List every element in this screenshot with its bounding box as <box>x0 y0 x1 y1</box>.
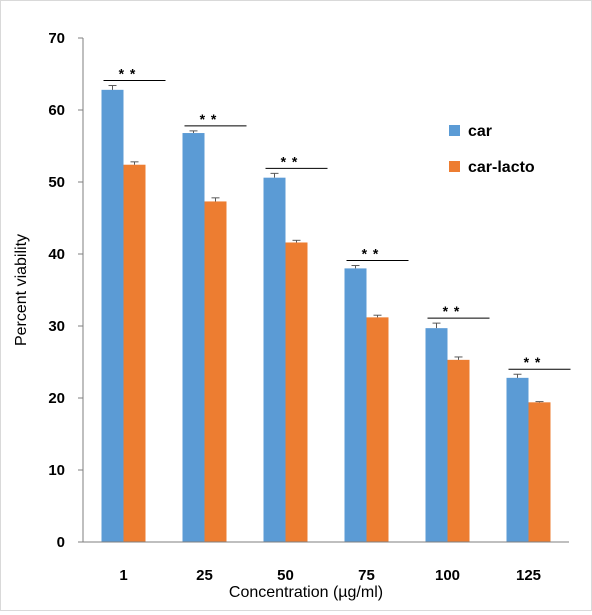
significance-label-25: * * <box>200 111 218 127</box>
bar-car-lacto-75 <box>366 317 389 542</box>
significance-markers: * * * * * * * * * * * * <box>103 66 571 370</box>
axes <box>82 38 569 543</box>
legend: car car-lacto <box>449 123 535 176</box>
legend-swatch-car <box>449 125 460 136</box>
y-tick-label: 60 <box>48 102 65 119</box>
bar-car-lacto-1 <box>123 164 146 542</box>
x-tick-label: 50 <box>277 567 294 584</box>
x-tick-label: 1 <box>119 567 127 584</box>
bar-car-125 <box>506 377 529 542</box>
significance-label-125: * * <box>524 354 542 370</box>
legend-swatch-car-lacto <box>449 161 460 172</box>
legend-label-car: car <box>468 123 492 140</box>
bar-car-lacto-125 <box>528 402 551 542</box>
x-tick-label: 25 <box>196 567 213 584</box>
bar-car-lacto-100 <box>447 359 470 542</box>
y-tick-label: 30 <box>48 318 65 335</box>
legend-label-car-lacto: car-lacto <box>468 159 535 176</box>
y-axis-title: Percent viability <box>13 234 30 346</box>
bar-car-lacto-25 <box>204 201 227 542</box>
y-tick-label: 70 <box>48 30 65 47</box>
y-tick-label: 50 <box>48 174 65 191</box>
x-tick-label: 75 <box>358 567 375 584</box>
bar-car-75 <box>344 268 367 542</box>
bar-car-1 <box>101 89 124 542</box>
bar-car-100 <box>425 328 448 542</box>
y-tick-label: 40 <box>48 246 65 263</box>
bar-car-lacto-50 <box>285 242 308 543</box>
y-axis-ticks: 0 10 20 30 40 50 60 70 <box>48 30 83 551</box>
error-bars <box>108 85 544 403</box>
y-tick-label: 10 <box>48 462 65 479</box>
bar-car-25 <box>182 133 205 543</box>
bar-car-50 <box>263 177 286 542</box>
x-axis-tick-labels: 1 25 50 75 100 125 <box>119 567 541 584</box>
significance-label-50: * * <box>281 153 299 169</box>
y-tick-label: 20 <box>48 390 65 407</box>
significance-label-1: * * <box>119 66 137 82</box>
y-tick-label: 0 <box>57 534 65 551</box>
x-tick-label: 100 <box>435 567 460 584</box>
significance-label-75: * * <box>362 246 380 262</box>
x-tick-label: 125 <box>516 567 541 584</box>
significance-label-100: * * <box>443 303 461 319</box>
x-axis-title: Concentration (µg/ml) <box>229 584 383 601</box>
bars <box>101 89 551 543</box>
